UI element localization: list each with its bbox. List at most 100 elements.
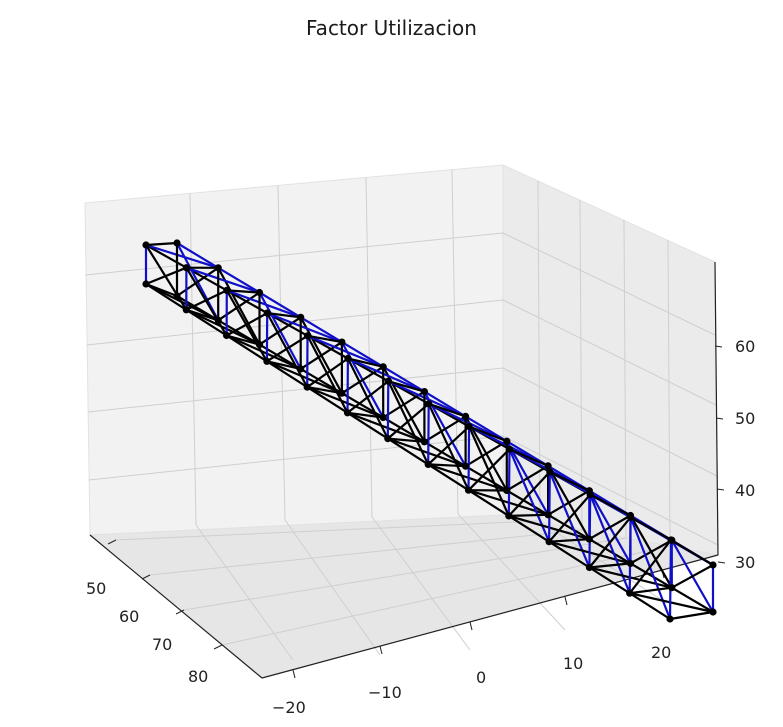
truss-node (255, 341, 264, 349)
tie-bottom (427, 463, 467, 468)
diagonal-right-face (588, 514, 632, 541)
tie-bottom (588, 562, 632, 569)
grid-line-x-side (623, 219, 627, 539)
diagonal-bottom-face (427, 463, 508, 492)
vertical-left (467, 425, 471, 492)
truss-members (144, 241, 715, 621)
vertical-left (588, 493, 592, 569)
z-tick-label: 30 (735, 553, 755, 572)
truss-node (546, 468, 554, 476)
grid-lines (84, 169, 719, 661)
vertical-left (628, 516, 632, 595)
x-axis-line (89, 534, 263, 679)
truss-node (420, 438, 428, 446)
truss-node (303, 383, 311, 391)
truss-node (585, 535, 593, 543)
chord-bottom-left (346, 411, 389, 440)
chord-top-right (175, 241, 220, 269)
x-tick-mark (213, 644, 223, 650)
diagonal-top-face (306, 334, 385, 368)
diagonal-left-face (588, 516, 632, 569)
truss-node (626, 511, 635, 520)
grid-line-z (86, 299, 504, 346)
diagonal-top-face (266, 312, 343, 344)
diagonal-left-face (185, 289, 228, 311)
diagonal-top-face (387, 380, 467, 418)
tie-top (589, 493, 632, 517)
grid-line-x-floor (221, 545, 671, 646)
truss-node (544, 462, 552, 470)
tie-bottom (386, 437, 426, 443)
truss-node (544, 511, 552, 519)
tie-top (266, 312, 302, 319)
z-tick-label: 60 (735, 337, 755, 356)
tie-top (548, 470, 591, 492)
diagonal-bottom-face (225, 334, 302, 370)
diagonal-bottom-face (386, 437, 467, 468)
truss-node (297, 365, 305, 373)
tie-top (669, 538, 715, 567)
z-tick-mark (717, 561, 726, 564)
truss-node (338, 338, 346, 346)
y-axis-line (261, 554, 719, 679)
truss-node (142, 241, 150, 249)
diagonal-bottom-face (265, 360, 343, 395)
tie-top (508, 448, 550, 467)
tie-top (225, 289, 261, 294)
truss-node (379, 363, 387, 371)
grid-line-z (88, 435, 504, 481)
truss-node (223, 286, 231, 294)
diagonal-right-face (217, 291, 261, 322)
tie-bottom (346, 411, 385, 419)
diagonal-left-face (144, 243, 188, 311)
tie-bottom (306, 386, 343, 395)
x-tick-label: 50 (86, 579, 106, 598)
truss-node (142, 280, 150, 288)
grid-line-y-floor (457, 513, 566, 631)
y-tick-mark (469, 621, 473, 631)
y-tick-label: 0 (476, 668, 486, 687)
truss-node (343, 409, 352, 417)
axis-lines (89, 261, 726, 679)
x-tick-label: 80 (188, 667, 208, 686)
tie-top (144, 241, 179, 247)
tie-top (387, 380, 426, 393)
chord-bottom-left (225, 334, 268, 363)
chord-bottom-left (386, 437, 430, 466)
diagonal-left-face (467, 448, 511, 492)
grid-line-z-side (502, 367, 718, 477)
diagonal-top-face (144, 243, 220, 269)
truss-node (384, 435, 392, 443)
grid-line-y-floor (195, 524, 294, 661)
truss-node (182, 306, 190, 314)
truss-node (464, 486, 473, 494)
chord-bottom-right (588, 537, 632, 565)
truss-nodes (142, 239, 717, 623)
grid-line-x-side (579, 199, 583, 531)
grid-line-x-floor (115, 520, 539, 541)
grid-line-y-back (451, 169, 459, 515)
truss-node (709, 561, 717, 569)
diagonal-top-face (346, 357, 426, 393)
x-tick-mark (141, 574, 151, 580)
vertical-left (427, 402, 430, 466)
grid-line-y-floor (284, 519, 381, 656)
diagonal-left-face (185, 266, 228, 337)
side-pane (502, 164, 719, 556)
truss-node (585, 563, 594, 572)
chord-top-right (340, 341, 385, 368)
diagonal-bottom-face (185, 308, 261, 346)
chord-top-right (217, 266, 261, 294)
tie-bottom (668, 610, 715, 621)
truss-node (182, 264, 190, 272)
tie-top (346, 357, 385, 368)
back-pane (84, 164, 504, 536)
chord-bottom-left (265, 360, 309, 389)
chart-title: Factor Utilizacion (306, 16, 477, 40)
chord-bottom-left (306, 386, 349, 414)
truss-node (214, 264, 222, 272)
z-tick-label: 40 (735, 481, 755, 500)
truss-node (709, 608, 717, 616)
chord-bottom-right (546, 513, 591, 541)
truss-node (425, 400, 433, 408)
